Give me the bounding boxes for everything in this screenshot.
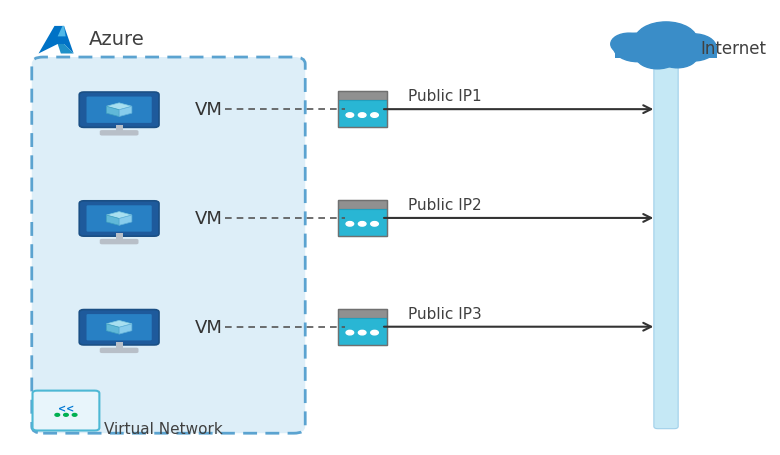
Text: Public IP1: Public IP1 [408, 89, 481, 104]
FancyBboxPatch shape [100, 239, 139, 245]
Polygon shape [58, 27, 66, 37]
Bar [338, 92, 387, 101]
Circle shape [358, 331, 366, 335]
FancyBboxPatch shape [80, 202, 159, 237]
Circle shape [370, 114, 378, 118]
Circle shape [370, 331, 378, 335]
Bar [338, 92, 387, 128]
Bar [338, 309, 387, 318]
Polygon shape [106, 324, 119, 334]
Bar [338, 209, 387, 237]
Circle shape [346, 331, 353, 335]
Text: Virtual Network: Virtual Network [104, 421, 222, 436]
Polygon shape [106, 107, 119, 117]
Text: Public IP3: Public IP3 [408, 306, 481, 321]
FancyBboxPatch shape [87, 314, 152, 341]
Bar [338, 318, 387, 345]
Bar [115, 343, 122, 349]
Polygon shape [106, 321, 132, 328]
FancyBboxPatch shape [80, 310, 159, 345]
Polygon shape [119, 107, 132, 117]
Bar [338, 200, 387, 209]
Circle shape [73, 414, 77, 416]
Text: VM: VM [195, 318, 223, 336]
Text: Public IP2: Public IP2 [408, 197, 481, 212]
Text: VM: VM [195, 101, 223, 119]
Polygon shape [38, 27, 73, 55]
Polygon shape [58, 45, 73, 55]
Bar [338, 309, 387, 345]
FancyBboxPatch shape [100, 131, 139, 136]
Circle shape [346, 114, 353, 118]
Polygon shape [106, 212, 132, 219]
Polygon shape [106, 216, 119, 226]
Circle shape [64, 414, 69, 416]
Circle shape [358, 222, 366, 227]
Circle shape [611, 34, 647, 56]
Bar [115, 126, 122, 132]
FancyBboxPatch shape [33, 391, 99, 430]
Circle shape [636, 44, 679, 70]
Text: VM: VM [195, 209, 223, 228]
Circle shape [635, 23, 697, 60]
Text: <<: << [58, 403, 74, 413]
Polygon shape [119, 324, 132, 334]
Bar [615, 46, 718, 59]
Circle shape [671, 35, 716, 62]
Bar [338, 101, 387, 128]
FancyBboxPatch shape [100, 348, 139, 354]
Polygon shape [106, 104, 132, 111]
Circle shape [370, 222, 378, 227]
FancyBboxPatch shape [80, 93, 159, 128]
Circle shape [658, 45, 697, 69]
Polygon shape [119, 216, 132, 226]
Bar [115, 234, 122, 241]
Circle shape [55, 414, 59, 416]
FancyBboxPatch shape [654, 44, 678, 429]
Circle shape [346, 222, 353, 227]
FancyBboxPatch shape [87, 206, 152, 232]
FancyBboxPatch shape [32, 58, 305, 433]
Circle shape [614, 34, 661, 62]
Text: Internet: Internet [700, 40, 766, 58]
Text: Azure: Azure [89, 30, 144, 49]
Circle shape [358, 114, 366, 118]
FancyBboxPatch shape [87, 97, 152, 124]
Bar [338, 200, 387, 237]
